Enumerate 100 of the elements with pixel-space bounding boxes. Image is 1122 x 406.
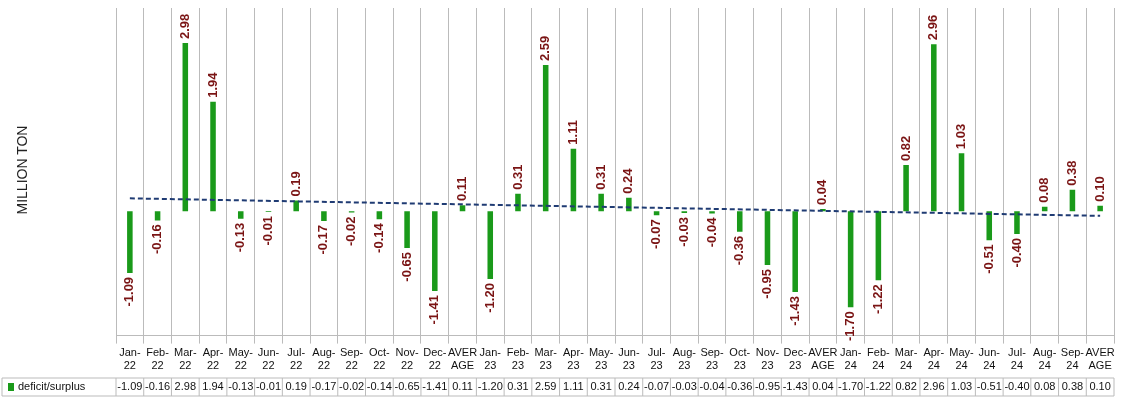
data-label: 0.38 [1061,380,1084,393]
bar [432,211,438,291]
data-label: -0.51 [976,380,1002,393]
x-tick-label: Aug-23 [672,346,697,372]
x-tick-label: Apr-24 [923,346,945,372]
text: 0.82 [897,135,913,162]
x-tick-label: Jul-23 [647,346,666,372]
text: -0.03 [675,217,691,247]
bar [736,211,743,232]
x-tick-label: Sep-22 [340,346,364,372]
bar [1014,211,1020,234]
x-tick-label: Jan-24 [839,346,862,372]
data-label: -0.17 [311,380,337,393]
text: -1.20 [481,283,497,313]
data-label: -0.14 [366,380,392,393]
text: 0.19 [287,171,303,197]
bar [237,211,244,219]
text: -0.65 [398,252,414,282]
x-tick-label: Jul-22 [287,346,306,372]
data-label: 0.04 [812,380,834,393]
bar [1097,205,1103,212]
bar [958,153,965,212]
text: -1.09 [121,276,137,307]
data-label: 0.08 [1033,380,1056,393]
text: -1.41 [426,294,442,325]
bar [653,211,660,216]
text: 0.38 [1063,160,1079,186]
data-label: 2.96 [923,380,945,393]
x-tick-label: Nov-23 [755,346,780,372]
bar [487,211,494,280]
data-label: -0.02 [339,380,365,393]
data-label: -0.40 [1004,380,1030,393]
text: -0.95 [759,269,775,299]
bar [293,200,299,212]
x-tick-label: AVERAGE [1085,346,1115,372]
text: 1.03 [953,123,969,150]
text: -0.40 [1008,237,1024,268]
text: -0.17 [315,224,331,255]
x-tick-label: Jun-23 [618,346,640,372]
x-tick-label: AVERAGE [447,346,478,372]
data-label: -0.03 [671,380,697,393]
bar [210,101,216,212]
text: 0.31 [509,164,525,190]
text: 2.98 [176,13,192,40]
data-label: 1.03 [950,380,973,393]
text: MILLION TON [14,125,31,215]
data-label: 2.98 [174,380,197,393]
x-tick-label: Nov-22 [395,346,420,372]
x-tick-label: Feb-22 [146,346,170,372]
text: -0.36 [731,235,747,266]
text: -0.07 [648,219,664,249]
text: -0.02 [343,216,359,247]
text: -0.51 [980,244,996,274]
bar [931,44,937,212]
data-label: -0.36 [727,380,753,393]
bar [764,211,771,265]
bar [598,193,604,212]
bar [154,211,161,221]
data-label: 0.31 [590,380,612,393]
text: -0.16 [149,224,165,255]
data-label: -1.70 [838,380,864,393]
x-tick-label: Mar-23 [534,346,558,372]
bar [709,211,715,214]
x-tick-label: Sep-23 [700,346,724,372]
data-label: -1.43 [782,380,808,393]
data-label: 0.10 [1089,380,1111,393]
legend-label: deficit/surplus [18,380,86,393]
text: -1.43 [786,296,802,326]
data-label: -0.65 [394,380,420,393]
data-label: -0.07 [644,380,670,393]
x-tick-label: Jul-24 [1008,346,1027,372]
data-label: 0.82 [895,380,917,393]
x-tick-label: Jan-22 [119,346,141,372]
data-label: 0.31 [507,380,529,393]
x-tick-label: Feb-24 [867,346,890,372]
x-tick-label: May-24 [949,346,975,372]
x-tick-label: Sep-24 [1060,346,1085,372]
text: 0.31 [592,164,608,190]
x-tick-label: Feb-23 [506,346,530,372]
bar [404,211,410,249]
data-label: 1.11 [563,380,584,393]
x-tick-label: Oct-23 [729,346,751,372]
x-tick-label: May-22 [228,346,254,372]
data-label: -1.22 [865,380,891,393]
bar [542,65,549,212]
data-label: -1.20 [477,380,503,393]
text: -1.22 [869,284,885,314]
text: 0.24 [620,168,636,194]
bar [127,211,133,273]
bar [986,211,993,241]
data-label: -0.04 [699,380,725,393]
text: -0.14 [370,223,386,253]
text: 0.10 [1091,176,1107,202]
data-label: -0.95 [754,380,781,393]
x-tick-label: Mar-22 [174,346,197,372]
text: -0.01 [260,215,276,246]
x-tick-label: Apr-22 [202,346,224,372]
bar [792,211,798,293]
data-label: 1.94 [202,380,224,393]
data-label: -0.01 [255,380,282,393]
